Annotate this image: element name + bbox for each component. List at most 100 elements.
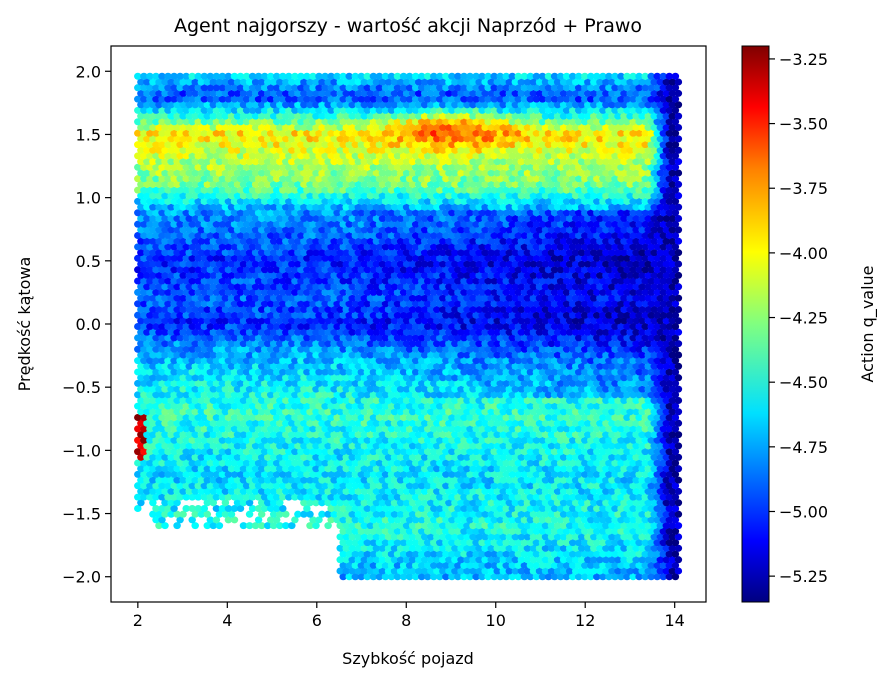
- hexbin-cell: [571, 533, 580, 541]
- hexbin-cell: [442, 561, 450, 569]
- hexbin-cell: [620, 510, 628, 518]
- hexbin-cell: [402, 465, 411, 473]
- hexbin-cell: [635, 482, 643, 490]
- hexbin-cell: [565, 567, 574, 575]
- hexbin-cell: [632, 533, 640, 541]
- hexbin-cell: [339, 561, 347, 569]
- hexbin-cell: [291, 493, 299, 501]
- hexbin-cell: [547, 510, 556, 518]
- hexbin-cell: [529, 442, 538, 450]
- hexbin-cell: [623, 527, 631, 535]
- hexbin-cell: [194, 482, 202, 490]
- hexbin-cell: [584, 556, 592, 564]
- hexbin-cell: [559, 476, 568, 484]
- hexbin-cell: [266, 516, 275, 524]
- hexbin-cell: [152, 516, 160, 524]
- hexbin-cell: [448, 459, 456, 467]
- hexbin-cell: [650, 487, 658, 495]
- hexbin-cell: [668, 487, 677, 495]
- hexbin-cell: [484, 539, 492, 547]
- hexbin-cell: [562, 573, 571, 581]
- hexbin-cell: [602, 487, 610, 495]
- hexbin-cell: [451, 522, 459, 530]
- hexbin-cell: [599, 550, 607, 558]
- hexbin-cell: [623, 516, 631, 524]
- hexbin-cell: [556, 504, 565, 513]
- hexbin-cell: [354, 567, 363, 575]
- hexbin-cell: [562, 470, 571, 478]
- chart-title: Agent najgorszy - wartość akcji Naprzód …: [174, 15, 642, 37]
- hexbin-cell: [276, 442, 284, 450]
- hexbin-cell: [635, 561, 643, 569]
- hexbin-cell: [617, 516, 625, 524]
- hexbin-cell: [623, 448, 631, 456]
- hexbin-cell: [405, 482, 414, 490]
- hexbin-cell: [242, 470, 251, 478]
- hexbin-cell: [587, 550, 595, 558]
- hexbin-cell: [541, 522, 550, 530]
- hexbin-cell: [544, 573, 553, 581]
- hexbin-cell: [248, 470, 257, 478]
- hexbin-cell: [593, 516, 601, 524]
- hexbin-cell: [408, 453, 417, 461]
- hexbin-cell: [451, 556, 459, 564]
- hexbin-cell: [514, 561, 523, 569]
- hexbin-cell: [200, 470, 209, 478]
- hexbin-cell: [647, 470, 655, 478]
- hexbin-cell: [411, 561, 420, 569]
- hexbin-cell: [529, 487, 538, 495]
- hexbin-cell: [574, 573, 583, 581]
- hexbin-cell: [671, 448, 680, 456]
- hexbin-cell: [454, 573, 462, 581]
- hexbin-cell: [623, 539, 631, 547]
- hexbin-cell: [381, 470, 390, 478]
- hexbin-cell: [294, 476, 302, 484]
- hexbin-cell: [547, 487, 556, 495]
- hexbin-cell: [366, 556, 375, 564]
- hexbin-cell: [185, 442, 193, 450]
- hexbin-cell: [363, 504, 372, 513]
- hexbin-cell: [520, 550, 529, 558]
- hexbin-cell: [448, 516, 456, 524]
- hexbin-cell: [556, 470, 565, 478]
- hexbin-cell: [481, 510, 489, 518]
- hexbin-cell: [571, 510, 580, 518]
- hexbin-cell: [581, 550, 589, 558]
- hexbin-cell: [436, 550, 444, 558]
- hexbin-cell: [659, 482, 668, 490]
- hexbin-cell: [375, 527, 384, 535]
- hexbin-cell: [188, 470, 196, 478]
- hexbin-cell: [366, 476, 375, 484]
- hexbin-cell: [348, 487, 356, 495]
- hexbin-cell: [149, 487, 157, 495]
- hexbin-cell: [493, 556, 501, 564]
- hexbin-cell: [481, 567, 489, 575]
- hexbin-cell: [423, 459, 432, 467]
- hexbin-cell: [194, 504, 202, 513]
- hexbin-cell: [430, 493, 438, 501]
- hexbin-cell: [333, 436, 341, 444]
- hexbin-cell: [339, 470, 347, 478]
- hexbin-cell: [402, 522, 411, 530]
- hexbin-cell: [137, 487, 145, 495]
- hexbin-cell: [668, 476, 677, 484]
- hexbin-cell: [149, 465, 157, 473]
- hexbin-cell: [665, 470, 674, 478]
- hexbin-cell: [360, 442, 369, 450]
- hexbin-cell: [508, 504, 517, 513]
- hexbin-cell: [641, 561, 649, 569]
- hexbin-cell: [493, 522, 501, 530]
- hexbin-cell: [158, 493, 166, 501]
- hexbin-cell: [146, 448, 154, 456]
- hexbin-cell: [565, 453, 574, 461]
- hexbin-cell: [493, 453, 501, 461]
- hexbin-cell: [596, 499, 604, 507]
- hexbin-cell: [511, 453, 520, 461]
- hexbin-cell: [215, 476, 224, 484]
- hexbin-cell: [339, 527, 347, 535]
- hexbin-cell: [384, 510, 393, 518]
- hexbin-cell: [209, 487, 218, 495]
- hexbin-cell: [414, 487, 423, 495]
- hexbin-cell: [581, 459, 589, 467]
- hexbin-cell: [366, 487, 375, 495]
